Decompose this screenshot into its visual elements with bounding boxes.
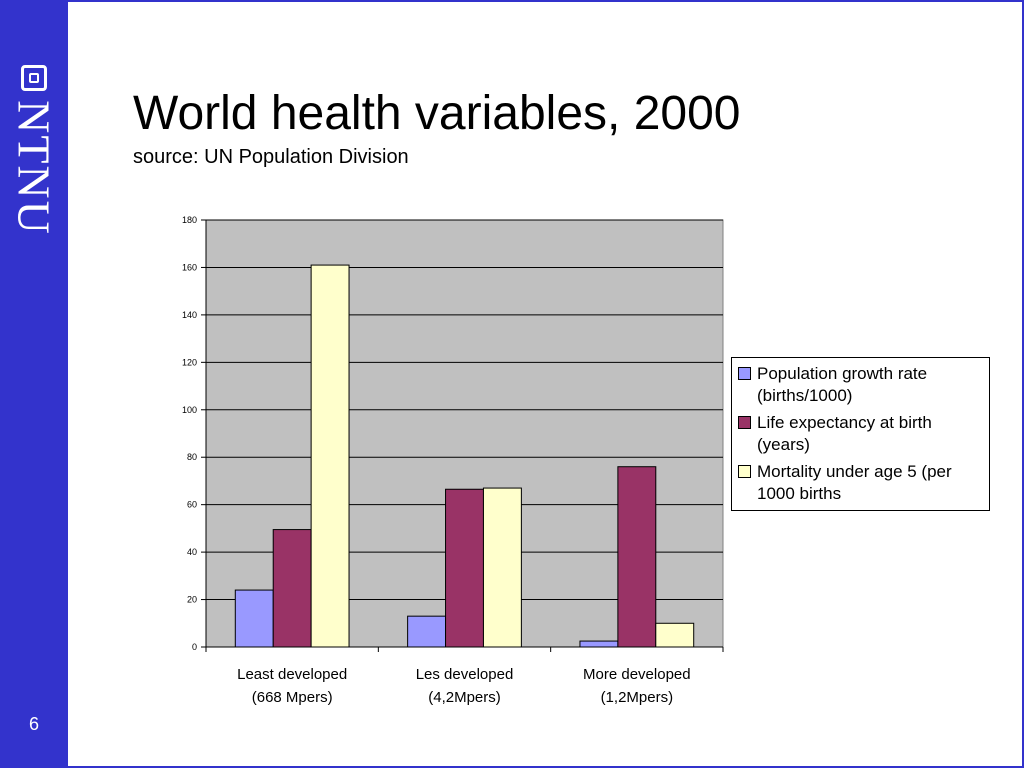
slide-subtitle: source: UN Population Division bbox=[133, 146, 409, 168]
y-tick-label: 20 bbox=[187, 595, 197, 605]
legend-label: Population growth rate (births/1000) bbox=[757, 364, 928, 405]
ntnu-logo-icon bbox=[21, 65, 47, 91]
page-number: 6 bbox=[28, 714, 39, 734]
y-tick-label: 160 bbox=[182, 262, 197, 272]
frame-bottom-border bbox=[68, 766, 1024, 768]
y-tick-label: 120 bbox=[182, 357, 197, 367]
legend-item: Population growth rate (births/1000) bbox=[736, 363, 985, 407]
legend-item: Mortality under age 5 (per 1000 births bbox=[736, 461, 985, 505]
x-category-label: Les developed bbox=[416, 666, 514, 683]
y-tick-label: 80 bbox=[187, 452, 197, 462]
y-tick-label: 180 bbox=[182, 215, 197, 225]
x-category-label: (668 Mpers) bbox=[252, 689, 333, 706]
bar bbox=[272, 529, 312, 648]
frame-top-border bbox=[68, 0, 1024, 2]
legend-swatch bbox=[738, 367, 751, 380]
sidebar: NTNU 6 bbox=[0, 0, 68, 768]
bar bbox=[482, 487, 522, 648]
bar bbox=[655, 622, 695, 648]
bar bbox=[617, 466, 657, 648]
bar bbox=[310, 264, 350, 648]
bar bbox=[579, 640, 619, 648]
y-tick-label: 100 bbox=[182, 405, 197, 415]
x-category-label: (1,2Mpers) bbox=[601, 689, 674, 706]
x-category-label: More developed bbox=[583, 666, 691, 683]
legend-item: Life expectancy at birth (years) bbox=[736, 412, 985, 456]
frame-right-border bbox=[1022, 0, 1024, 768]
y-tick-label: 60 bbox=[187, 500, 197, 510]
legend-label: Mortality under age 5 (per 1000 births bbox=[757, 462, 952, 503]
chart-legend: Population growth rate (births/1000) Life … bbox=[731, 357, 990, 511]
y-tick-label: 0 bbox=[192, 642, 197, 652]
bar bbox=[445, 488, 484, 648]
x-category-label: (4,2Mpers) bbox=[428, 689, 501, 706]
y-tick-label: 140 bbox=[182, 310, 197, 320]
legend-swatch bbox=[738, 465, 751, 478]
x-category-label: Least developed bbox=[237, 666, 347, 683]
bar bbox=[234, 589, 274, 648]
slide-title: World health variables, 2000 bbox=[133, 87, 741, 140]
bar bbox=[407, 615, 447, 648]
legend-label: Life expectancy at birth (years) bbox=[757, 413, 932, 454]
y-tick-label: 40 bbox=[187, 547, 197, 557]
legend-swatch bbox=[738, 416, 751, 429]
